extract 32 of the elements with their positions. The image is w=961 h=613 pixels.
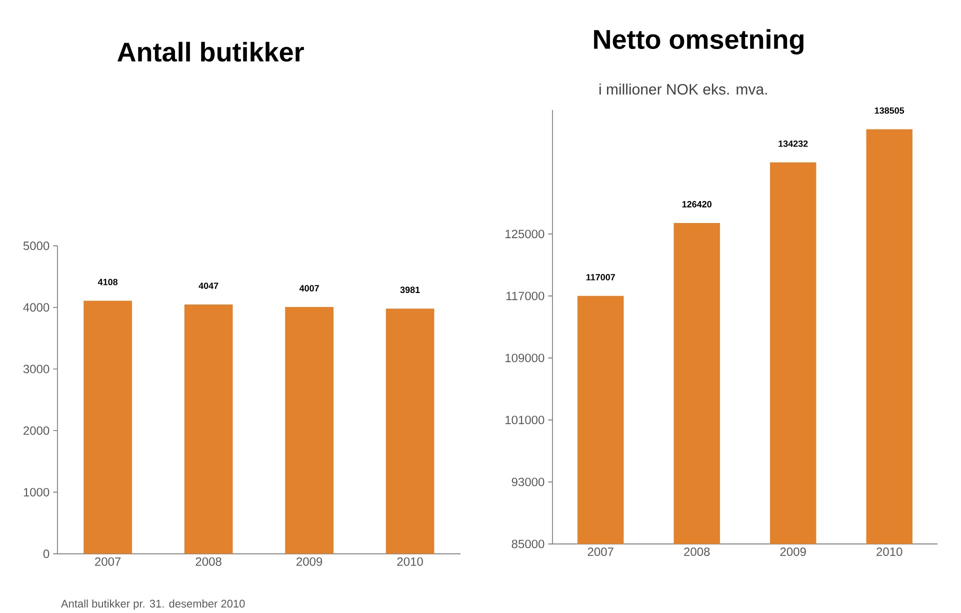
text: Antall butikker pr. 31. desember 2010 (60, 599, 245, 610)
y-tick-label: 125000 (506, 230, 544, 238)
y-tick-label: 109000 (506, 354, 544, 362)
x-tick-label: 2007 (588, 547, 614, 556)
data-label: 4047 (198, 282, 218, 289)
y-tick-label: 2000 (24, 426, 50, 435)
data-label: 138505 (874, 107, 904, 114)
x-tick-label: 2007 (95, 557, 121, 566)
x-tick-label: 2010 (397, 557, 423, 566)
chart-title: Antall butikker (117, 42, 304, 62)
x-tick-label: 2008 (196, 557, 222, 566)
data-label: 4108 (98, 278, 118, 286)
y-tick-label: 117000 (506, 292, 544, 300)
data-label: 126420 (682, 201, 712, 208)
data-label: 117007 (586, 274, 615, 280)
chart-title: Netto omsetning (594, 29, 804, 54)
y-tick-label: 1000 (24, 488, 50, 496)
x-tick-label: 2009 (296, 557, 322, 566)
y-tick-label: 5000 (23, 242, 50, 250)
y-tick-label: 85000 (512, 540, 544, 548)
x-tick-label: 2010 (876, 547, 902, 556)
chart-subtitle: i millioner NOK eks. mva. (600, 84, 767, 95)
y-tick-label: 93000 (512, 478, 544, 486)
x-tick-label: 2008 (684, 547, 710, 556)
y-tick-label: 101000 (506, 416, 544, 424)
y-tick-label: 3000 (23, 364, 50, 374)
data-label: 4007 (299, 285, 319, 292)
y-tick-label: 0 (43, 550, 50, 558)
data-label: 134232 (778, 140, 808, 147)
data-label: 3981 (400, 286, 420, 294)
y-tick-label: 4000 (23, 303, 50, 312)
x-tick-label: 2009 (780, 547, 806, 556)
